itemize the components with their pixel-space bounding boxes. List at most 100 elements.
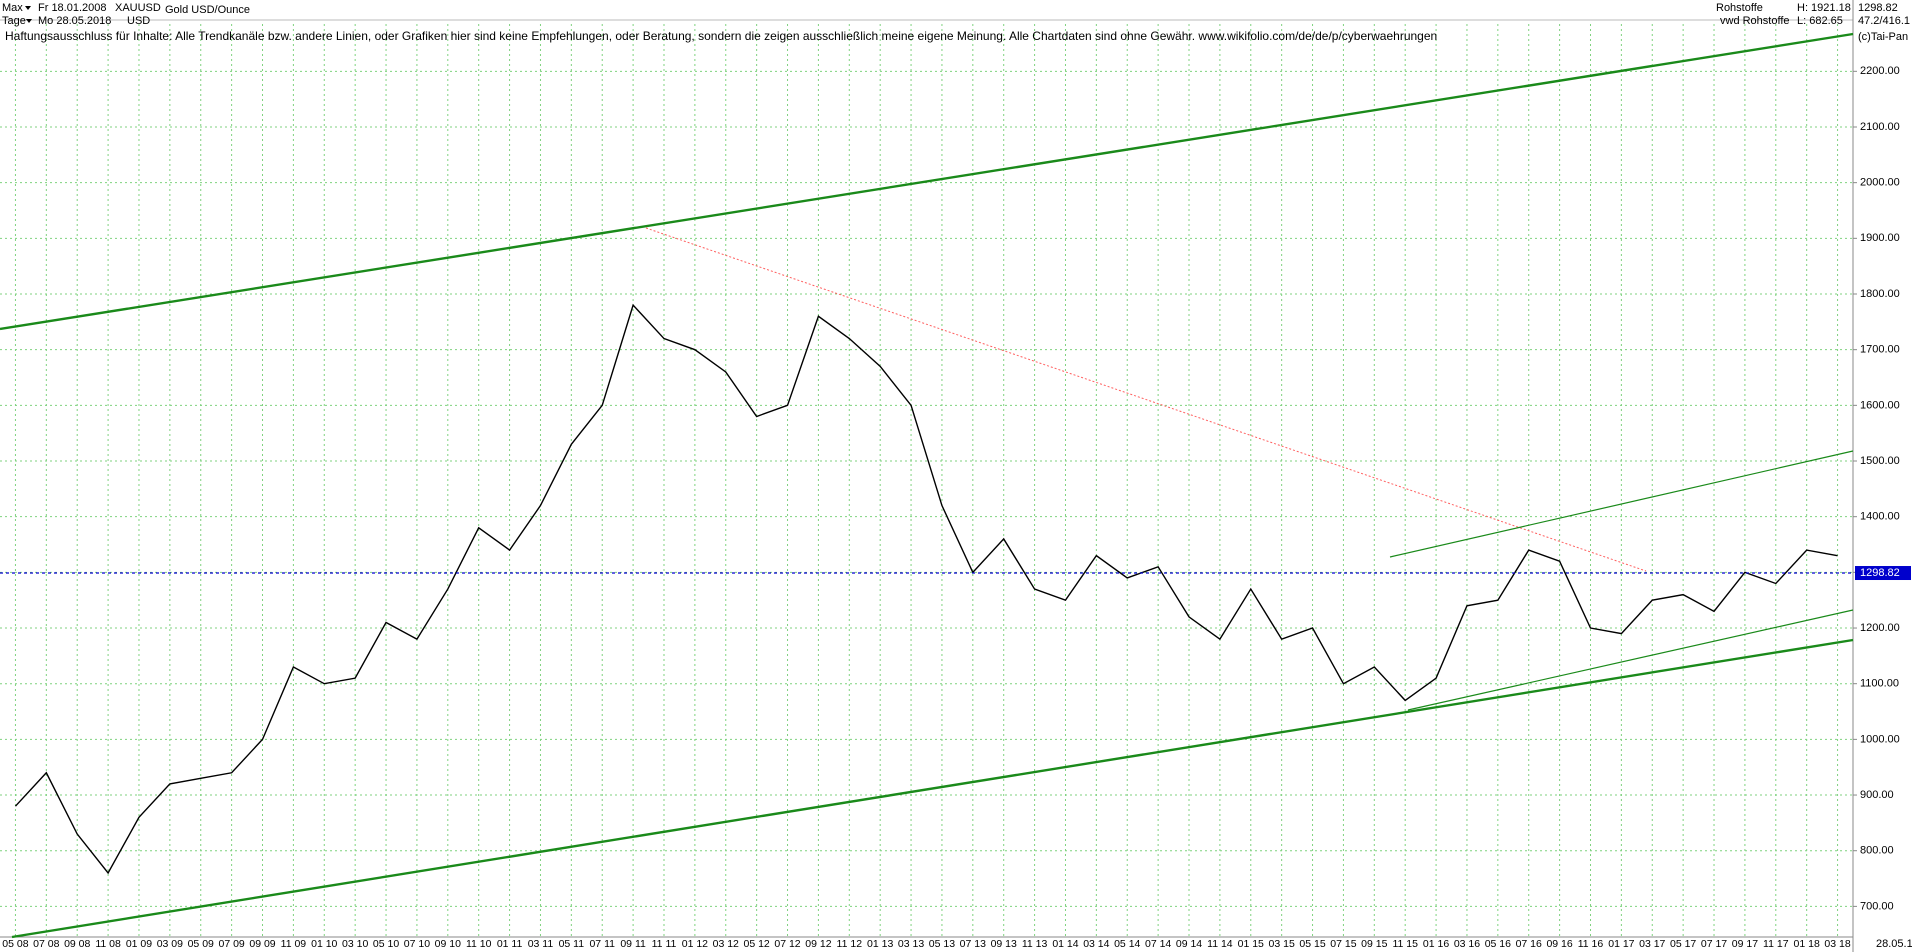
currency: USD [127,15,150,27]
x-tick-label: 11 14 [1207,938,1233,950]
x-tick-label: 01 16 [1423,938,1449,950]
y-tick-label: 2000.00 [1860,177,1900,189]
x-tick-label: 07 14 [1145,938,1171,950]
x-tick-label: 09 14 [1176,938,1202,950]
group: Rohstoffe [1716,2,1763,14]
price-line [14,303,1838,875]
x-tick-label: 07 16 [1516,938,1542,950]
y-tick-label: 1600.00 [1860,399,1900,411]
x-tick-label: 05 15 [1299,938,1325,950]
x-tick-label: 11 12 [837,938,863,950]
instrument: Gold USD/Ounce [165,4,250,16]
dropdown-arrow[interactable] [26,19,32,23]
x-tick-label: 01 09 [126,938,152,950]
x-tick-label: 09 13 [991,938,1017,950]
x-tick-label: 09 08 [64,938,90,950]
y-tick-label: 1400.00 [1860,511,1900,523]
x-tick-label: 05 12 [744,938,770,950]
y-tick-label: 2100.00 [1860,121,1900,133]
x-tick-label: 01 18 [1794,938,1820,950]
x-tick-label: 01 17 [1608,938,1634,950]
last-price-label: 1298.82 [1860,567,1900,579]
x-tick-label: 09 10 [435,938,461,950]
low: L: 682.65 [1797,15,1843,27]
end-date: Mo 28.05.2018 [38,15,111,27]
disclaimer: Haftungsausschluss für Inhalte: Alle Tre… [5,29,1437,43]
x-tick-label: 07 17 [1701,938,1727,950]
x-tick-label: 01 15 [1238,938,1264,950]
x-tick-label: 11 10 [466,938,492,950]
ratio: 47.2/416.1 [1858,15,1910,27]
source: vwd Rohstoffe [1720,15,1790,27]
x-tick-label: 11 15 [1392,938,1418,950]
x-tick-label: 05 17 [1670,938,1696,950]
x-tick-label: 05 16 [1485,938,1511,950]
x-tick-label: 07 09 [218,938,244,950]
x-tick-label: 05 13 [929,938,955,950]
x-tick-label: 07 08 [33,938,59,950]
x-tick-label: 03 14 [1083,938,1109,950]
x-tick-label: 01 13 [867,938,893,950]
start-date: Fr 18.01.2008 [38,2,107,14]
x-tick-label: 01 14 [1052,938,1078,950]
x-tick-label: 05 14 [1114,938,1140,950]
x-tick-label: 09 17 [1732,938,1758,950]
x-tick-label: 03 11 [528,938,554,950]
y-tick-label: 700.00 [1860,900,1894,912]
x-tick-label: 07 11 [589,938,615,950]
x-tick-label: 01 11 [497,938,523,950]
range[interactable]: Max [2,2,23,14]
y-tick-label: 2200.00 [1860,65,1900,77]
y-tick-label: 1500.00 [1860,455,1900,467]
x-tick-label: 07 12 [774,938,800,950]
x-tick-label: 01 10 [311,938,337,950]
x-tick-label: 09 12 [805,938,831,950]
x-tick-label: 09 09 [249,938,275,950]
x-tick-label: 11 16 [1578,938,1604,950]
copyright: (c)Tai-Pan [1858,31,1908,43]
y-tick-label: 1900.00 [1860,232,1900,244]
x-tick-label: 11 13 [1022,938,1048,950]
x-tick-label: 03 18 [1824,938,1850,950]
x-tick-label: 11 09 [281,938,307,950]
y-tick-label: 900.00 [1860,789,1894,801]
x-tick-label: 09 11 [620,938,646,950]
x-tick-label: 03 13 [898,938,924,950]
x-tick-label: 03 16 [1454,938,1480,950]
minor-upper-line [1389,450,1854,558]
end-date-label: 28.05.18 [1876,938,1912,950]
x-tick-label: 11 17 [1763,938,1789,950]
y-tick-label: 1000.00 [1860,733,1900,745]
upper-channel-line [0,32,1854,331]
x-tick-label: 01 12 [682,938,708,950]
x-tick-label: 03 17 [1639,938,1665,950]
y-tick-label: 1700.00 [1860,344,1900,356]
x-tick-label: 03 12 [713,938,739,950]
x-tick-label: 05 08 [2,938,28,950]
y-tick-label: 1800.00 [1860,288,1900,300]
last-price-box [1855,566,1911,581]
x-tick-label: 09 16 [1546,938,1572,950]
x-tick-label: 11 08 [95,938,121,950]
resistance-line [645,227,1647,572]
x-tick-label: 07 13 [960,938,986,950]
grid [0,24,1853,937]
last-price: 1298.82 [1858,2,1898,14]
y-tick-label: 1200.00 [1860,622,1900,634]
symbol: XAUUSD [115,2,161,14]
dropdown-arrow[interactable] [25,6,31,10]
minor-lower-line [1407,609,1854,711]
y-tick-label: 1100.00 [1860,678,1899,690]
x-tick-label: 03 10 [342,938,368,950]
x-tick-label: 11 11 [652,938,677,950]
x-tick-label: 03 15 [1269,938,1295,950]
interval[interactable]: Tage [2,15,26,27]
plot [14,303,1838,875]
x-tick-label: 05 09 [188,938,214,950]
x-tick-label: 05 11 [559,938,585,950]
y-tick-label: 800.00 [1860,845,1894,857]
x-tick-label: 07 15 [1330,938,1356,950]
